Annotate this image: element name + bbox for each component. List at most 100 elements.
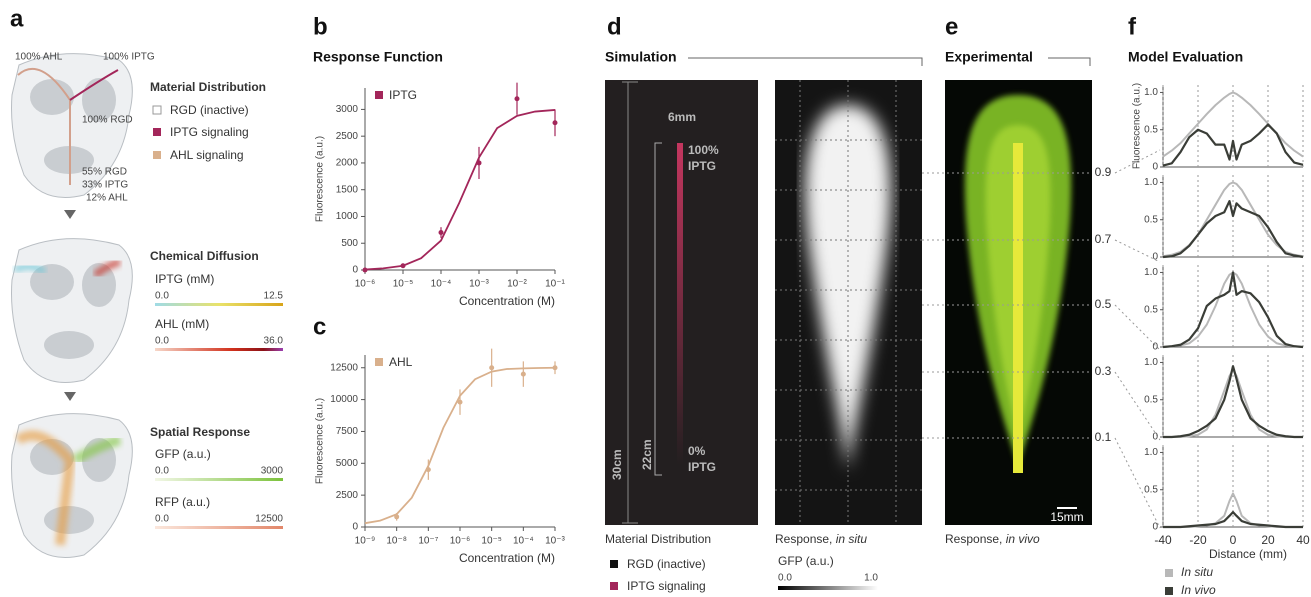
scale-min: 0.0 bbox=[155, 514, 169, 525]
section-title: Spatial Response bbox=[150, 425, 250, 439]
callout: 33% IPTG bbox=[82, 180, 128, 191]
section-title: Material Distribution bbox=[150, 80, 266, 94]
scale-max: 12.5 bbox=[264, 291, 284, 302]
y-tick-label: 0 bbox=[1152, 522, 1158, 533]
y-tick-label: 2500 bbox=[336, 490, 359, 501]
y-tick-label: 0.5 bbox=[1144, 214, 1158, 225]
y-tick-label: 0.5 bbox=[1144, 484, 1158, 495]
layer-label: 0.7 bbox=[1095, 232, 1112, 246]
point bbox=[477, 160, 482, 165]
colorbar bbox=[155, 303, 283, 306]
legend-label: IPTG bbox=[389, 88, 417, 102]
callout: 12% AHL bbox=[86, 193, 128, 204]
colorbar bbox=[778, 586, 878, 590]
legend-label: AHL bbox=[389, 355, 413, 369]
panel-label: f bbox=[1128, 13, 1137, 40]
colorbar bbox=[155, 348, 283, 351]
swatch bbox=[610, 582, 618, 590]
width-label: 6mm bbox=[668, 110, 696, 124]
y-tick-label: 0 bbox=[1152, 432, 1158, 443]
scale-min: 0.0 bbox=[155, 291, 169, 302]
title-rule bbox=[688, 58, 922, 66]
legend-label: In situ bbox=[1181, 565, 1213, 579]
y-tick-label: 1.0 bbox=[1144, 87, 1158, 98]
callout: 55% RGD bbox=[82, 167, 127, 178]
legend-item: IPTG signaling bbox=[627, 579, 706, 593]
x-tick-label: 10⁻⁶ bbox=[355, 279, 376, 290]
iptg-bar bbox=[677, 143, 683, 465]
bottom-label: IPTG bbox=[688, 460, 716, 474]
x-tick-label: 10⁻⁸ bbox=[386, 536, 407, 547]
y-tick-label: 1.0 bbox=[1144, 267, 1158, 278]
y-tick-label: 3000 bbox=[336, 104, 359, 115]
legend-swatch bbox=[375, 91, 383, 99]
length-label: 30cm bbox=[610, 449, 624, 480]
panel-a: a 100% AHL 100% IPTG 100% RGD 55% RGD 33… bbox=[10, 5, 283, 557]
scale-min: 0.0 bbox=[155, 336, 169, 347]
caption-text: Response, bbox=[775, 532, 832, 546]
scaffold bbox=[1013, 143, 1023, 473]
y-tick-label: 2000 bbox=[336, 158, 359, 169]
x-tick-label: 10⁻⁵ bbox=[481, 536, 502, 547]
chart-title: Response Function bbox=[313, 49, 443, 65]
gradient-label: 22cm bbox=[640, 439, 654, 470]
caption-text: Response, bbox=[945, 532, 1002, 546]
scale-min: 0.0 bbox=[155, 466, 169, 477]
section-title: Material Distribution bbox=[605, 532, 711, 546]
y-tick-label: 1.0 bbox=[1144, 177, 1158, 188]
legend-swatch bbox=[1165, 569, 1173, 577]
caption-mode: in situ bbox=[836, 532, 868, 546]
scale-min: 0.0 bbox=[778, 573, 792, 584]
colorbar bbox=[155, 478, 283, 481]
profile-line bbox=[1163, 512, 1303, 527]
response-caption: Response, in vivo bbox=[945, 532, 1040, 546]
panel-title: Simulation bbox=[605, 49, 677, 65]
x-tick-label: -40 bbox=[1154, 533, 1172, 547]
x-tick-label: 10⁻³ bbox=[545, 536, 565, 547]
layer-label: 0.5 bbox=[1095, 297, 1112, 311]
scale-label: AHL (mM) bbox=[155, 317, 209, 331]
panel-label: e bbox=[945, 13, 958, 40]
point bbox=[439, 230, 444, 235]
panel-d: d Simulation 30cm 22cm 6mm 100% IPTG 0% … bbox=[605, 13, 922, 593]
y-tick-label: 1000 bbox=[336, 211, 359, 222]
x-tick-label: -20 bbox=[1189, 533, 1207, 547]
section-title: Chemical Diffusion bbox=[150, 249, 259, 263]
legend-label: In vivo bbox=[1181, 583, 1216, 597]
x-tick-label: 10⁻⁴ bbox=[513, 536, 534, 547]
y-tick-label: 0 bbox=[1152, 162, 1158, 173]
chart-title: Model Evaluation bbox=[1128, 49, 1243, 65]
legend-swatch bbox=[1165, 587, 1173, 595]
swatch bbox=[610, 560, 618, 568]
panel-title: Experimental bbox=[945, 49, 1033, 65]
y-tick-label: 5000 bbox=[336, 458, 359, 469]
panel-label: d bbox=[607, 13, 622, 40]
panel-e: e Experimental 15mm Response, in vivo 0.… bbox=[922, 13, 1160, 546]
axes bbox=[365, 355, 555, 527]
scale-max: 3000 bbox=[261, 466, 284, 477]
x-axis-label: Concentration (M) bbox=[459, 551, 555, 565]
point bbox=[515, 96, 520, 101]
point bbox=[363, 268, 368, 273]
y-axis-label: Fluorescence (a.u.) bbox=[315, 398, 326, 484]
y-tick-label: 2500 bbox=[336, 131, 359, 142]
scale-max: 1.0 bbox=[864, 573, 878, 584]
y-tick-label: 0.5 bbox=[1144, 394, 1158, 405]
scale-label: GFP (a.u.) bbox=[778, 554, 834, 568]
caption-mode: in vivo bbox=[1006, 532, 1040, 546]
x-tick-label: 10⁻¹ bbox=[545, 279, 565, 290]
y-tick-label: 7500 bbox=[336, 426, 359, 437]
x-tick-label: 10⁻⁵ bbox=[393, 279, 414, 290]
panel-label: a bbox=[10, 5, 24, 32]
panel-label: c bbox=[313, 313, 326, 340]
legend-item: IPTG signaling bbox=[170, 125, 249, 139]
x-tick-label: 20 bbox=[1261, 533, 1275, 547]
y-tick-label: 1500 bbox=[336, 184, 359, 195]
y-axis-label: Fluorescence (a.u.) bbox=[315, 136, 326, 222]
scale-label: IPTG (mM) bbox=[155, 272, 214, 286]
y-axis-label: Fluorescence (a.u.) bbox=[1132, 83, 1143, 169]
y-tick-label: 500 bbox=[341, 238, 358, 249]
bottom-label: 0% bbox=[688, 444, 706, 458]
y-tick-label: 0 bbox=[1152, 252, 1158, 263]
legend-item: RGD (inactive) bbox=[627, 557, 706, 571]
